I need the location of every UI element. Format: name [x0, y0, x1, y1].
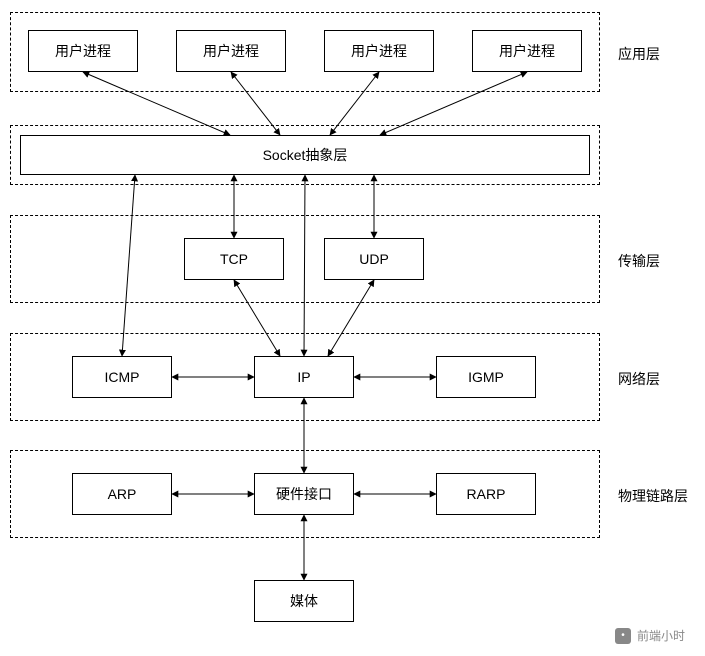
node-hw: 硬件接口 — [254, 473, 354, 515]
node-socket: Socket抽象层 — [20, 135, 590, 175]
layer-label: 物理链路层 — [618, 486, 688, 506]
node-udp: UDP — [324, 238, 424, 280]
node-u1: 用户进程 — [28, 30, 138, 72]
node-rarp: RARP — [436, 473, 536, 515]
node-u3: 用户进程 — [324, 30, 434, 72]
arrow-layer — [0, 0, 705, 656]
node-u4: 用户进程 — [472, 30, 582, 72]
node-tcp: TCP — [184, 238, 284, 280]
node-media: 媒体 — [254, 580, 354, 622]
watermark-icon: • — [615, 628, 631, 644]
watermark-text: 前端小时 — [637, 627, 685, 644]
layer-transport — [10, 215, 600, 303]
node-ip: IP — [254, 356, 354, 398]
node-icmp: ICMP — [72, 356, 172, 398]
layer-label: 应用层 — [618, 44, 660, 64]
node-igmp: IGMP — [436, 356, 536, 398]
layer-label: 网络层 — [618, 369, 660, 389]
watermark: • 前端小时 — [615, 627, 685, 644]
layer-label: 传输层 — [618, 251, 660, 271]
node-u2: 用户进程 — [176, 30, 286, 72]
diagram-container: 用户进程用户进程用户进程用户进程Socket抽象层TCPUDPICMPIPIGM… — [0, 0, 705, 656]
node-arp: ARP — [72, 473, 172, 515]
